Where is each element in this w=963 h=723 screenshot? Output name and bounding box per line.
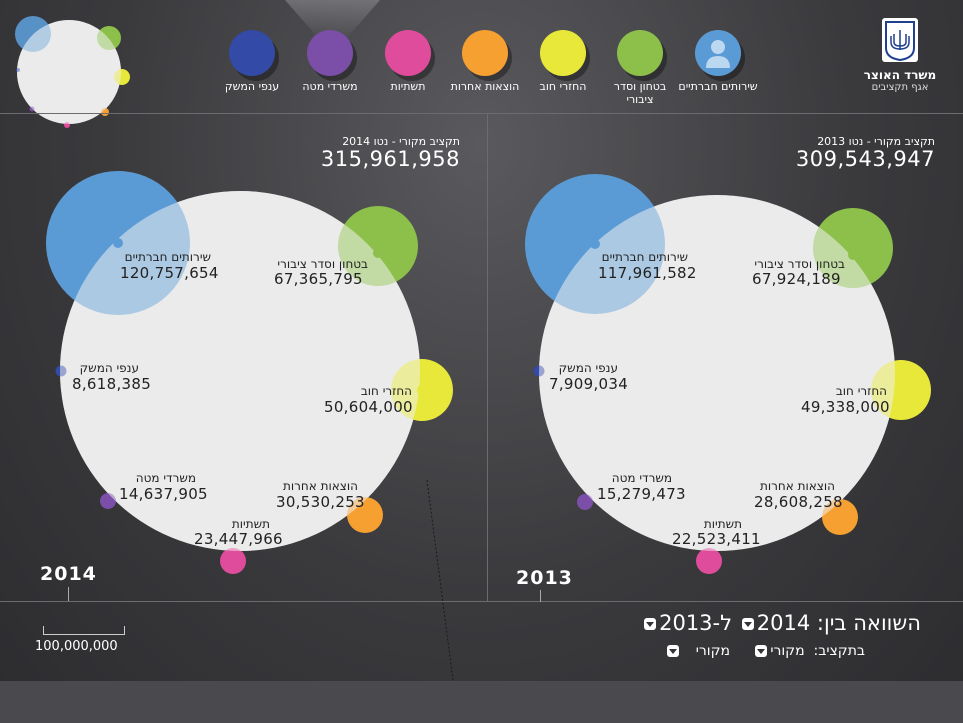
legend-label: החזרי חוב: [539, 80, 587, 93]
legend-label: משרדי מטה: [302, 80, 358, 93]
budget-label: בתקציב:: [813, 643, 865, 659]
total-2013: תקציב מקורי - נטו 2013 309,543,947: [710, 135, 935, 170]
budget-a-value[interactable]: מקורי: [770, 643, 805, 659]
value-other: 28,608,258: [754, 493, 843, 511]
scale-label: 100,000,000: [35, 639, 118, 654]
legend-dot-infrastructure: [385, 30, 431, 76]
value-social: 120,757,654: [120, 264, 219, 282]
legend-item-infrastructure[interactable]: תשתיות: [368, 30, 448, 93]
bubble-chart-2014: [46, 171, 453, 574]
scale-legend: 100,000,000: [35, 626, 135, 654]
value-infrastructure: 22,523,411: [672, 530, 761, 548]
value-other: 30,530,253: [276, 493, 365, 511]
spotlight-decoration: [285, 0, 380, 40]
legend-item-other[interactable]: הוצאות אחרות: [445, 30, 525, 93]
label-social: שירותים חברתיים: [601, 250, 688, 264]
bottom-divider: [0, 601, 963, 602]
legend-dot-economy: [229, 30, 275, 76]
header-divider: [0, 113, 963, 114]
legend-item-hq[interactable]: משרדי מטה: [290, 30, 370, 93]
scale-bar: [43, 626, 125, 635]
total-label: תקציב מקורי - נטו 2013: [817, 135, 935, 148]
value-social: 117,961,582: [598, 264, 697, 282]
value-security: 67,924,189: [752, 270, 841, 288]
budget-a-dropdown-icon[interactable]: [755, 645, 768, 657]
footer-band: [0, 681, 963, 723]
legend-label: בטחון וסדר ציבורי: [613, 80, 667, 106]
state-emblem-icon: [882, 18, 918, 62]
value-hq: 15,279,473: [597, 485, 686, 503]
value-economy: 7,909,034: [549, 375, 629, 393]
year-b-value[interactable]: 2013: [659, 611, 713, 635]
legend-dot-social: [695, 30, 741, 76]
bubble-chart-2013: [525, 174, 931, 574]
ministry-logo: משרד האוצר אגף תקציבים: [855, 18, 945, 94]
bubble-hq[interactable]: [577, 494, 593, 510]
label-debt: החזרי חוב: [360, 384, 412, 398]
budget-b-dropdown-icon[interactable]: [667, 645, 680, 657]
label-hq: משרדי מטה: [135, 471, 196, 485]
ministry-name: משרד האוצר: [863, 68, 937, 82]
label-infrastructure: תשתיות: [231, 517, 270, 531]
person-icon: [706, 40, 730, 68]
label-other: הוצאות אחרות: [282, 479, 358, 493]
value-security: 67,365,795: [274, 270, 363, 288]
label-economy: ענפי המשק: [79, 361, 139, 375]
legend-label: ענפי המשק: [224, 80, 280, 93]
value-debt: 49,338,000: [801, 398, 890, 416]
label-security: בטחון וסדר ציבורי: [277, 257, 368, 271]
year-label-2014: 2014: [40, 563, 97, 585]
year-a-dropdown-icon[interactable]: [741, 618, 754, 630]
value-debt: 50,604,000: [324, 398, 413, 416]
guide-line: [426, 480, 454, 680]
value-hq: 14,637,905: [119, 485, 208, 503]
year-a-value[interactable]: 2014: [756, 611, 811, 635]
year-tick: [540, 590, 541, 602]
value-infrastructure: 23,447,966: [194, 530, 283, 548]
label-social: שירותים חברתיים: [124, 250, 211, 264]
label-hq: משרדי מטה: [611, 471, 672, 485]
total-2014: תקציב מקורי - נטו 2014 315,961,958: [235, 135, 460, 170]
bubble-infrastructure[interactable]: [696, 548, 722, 574]
header: שירותים חברתיים בטחון וסדר ציבורי החזרי …: [0, 0, 963, 128]
label-security: בטחון וסדר ציבורי: [754, 257, 845, 271]
label-infrastructure: תשתיות: [703, 517, 742, 531]
total-value: 315,961,958: [320, 147, 460, 171]
legend-dot-security: [617, 30, 663, 76]
legend-item-social[interactable]: שירותים חברתיים: [678, 30, 758, 93]
legend-dot-hq: [307, 30, 353, 76]
compare-controls: השוואה בין: 2014 ל-2013: [641, 611, 921, 635]
year-label-2013: 2013: [516, 567, 573, 589]
legend-item-economy[interactable]: ענפי המשק: [212, 30, 292, 93]
legend-item-debt[interactable]: החזרי חוב: [523, 30, 603, 93]
total-value: 309,543,947: [795, 147, 935, 171]
legend-label: הוצאות אחרות: [450, 80, 520, 93]
ministry-department: אגף תקציבים: [871, 82, 929, 93]
legend-dot-other: [462, 30, 508, 76]
legend-item-security[interactable]: בטחון וסדר ציבורי: [600, 30, 680, 106]
total-label: תקציב מקורי - נטו 2014: [342, 135, 460, 148]
label-economy: ענפי המשק: [558, 361, 618, 375]
compare-label: השוואה בין:: [816, 611, 921, 635]
budget-controls: בתקציב: מקורי מקורי: [664, 643, 865, 659]
label-debt: החזרי חוב: [835, 384, 887, 398]
panel-divider: [487, 114, 488, 602]
legend-label: תשתיות: [390, 80, 426, 93]
label-other: הוצאות אחרות: [759, 479, 835, 493]
year-b-dropdown-icon[interactable]: [644, 618, 657, 630]
value-economy: 8,618,385: [72, 375, 152, 393]
overview-minimap[interactable]: [10, 10, 135, 132]
legend-dot-debt: [540, 30, 586, 76]
legend-label: שירותים חברתיים: [678, 80, 758, 93]
budget-b-value[interactable]: מקורי: [695, 643, 731, 659]
year-tick: [68, 587, 69, 601]
compare-connector: ל-: [712, 611, 733, 635]
bubble-infrastructure[interactable]: [220, 548, 246, 574]
